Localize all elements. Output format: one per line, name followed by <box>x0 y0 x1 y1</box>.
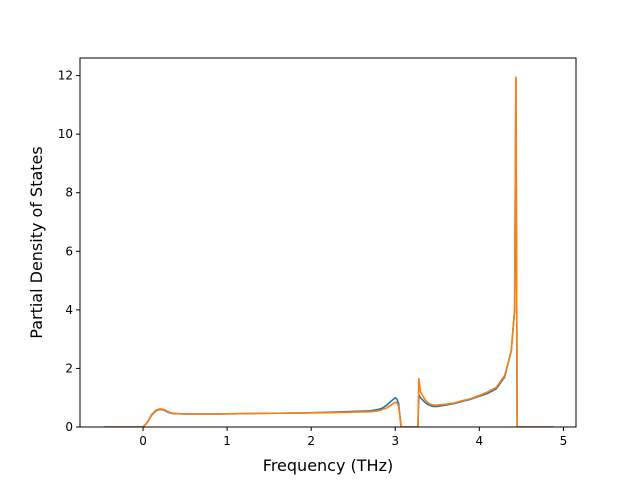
plot-frame <box>79 57 577 428</box>
x-tick-label: 4 <box>476 434 484 448</box>
y-tick-label: 12 <box>58 69 73 83</box>
x-tick-label: 0 <box>139 434 147 448</box>
x-axis-label: Frequency (THz) <box>263 456 393 475</box>
x-tick-label: 3 <box>391 434 399 448</box>
series-layer <box>104 76 554 427</box>
y-tick-label: 6 <box>65 244 73 258</box>
x-axis: 0 1 2 3 4 5 <box>139 427 567 448</box>
y-tick-label: 2 <box>65 361 73 375</box>
y-tick-label: 4 <box>65 303 73 317</box>
series-line-1 <box>104 77 554 427</box>
series-line-2 <box>104 76 554 427</box>
y-tick-label: 0 <box>65 420 73 434</box>
x-tick-label: 1 <box>223 434 231 448</box>
y-tick-label: 10 <box>58 127 73 141</box>
y-axis: 0 2 4 6 8 10 12 <box>58 69 80 434</box>
y-tick-label: 8 <box>65 186 73 200</box>
y-axis-label: Partial Density of States <box>27 146 46 338</box>
x-tick-label: 2 <box>307 434 315 448</box>
x-tick-label: 5 <box>560 434 568 448</box>
